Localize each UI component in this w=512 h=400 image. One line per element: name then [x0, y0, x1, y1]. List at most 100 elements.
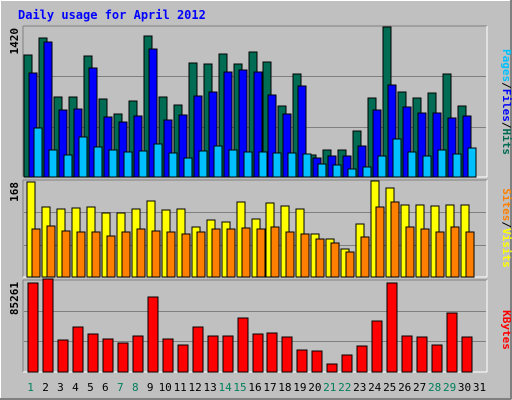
bar-kbytes-day-30 [461, 336, 473, 373]
bar-files-day-13 [208, 91, 218, 178]
legend-hits: Hits [500, 129, 512, 156]
bar-pages-day-11 [183, 157, 193, 178]
bar-pages-day-5 [93, 146, 103, 178]
bar-files-day-10 [163, 119, 173, 178]
bar-sites-day-1 [31, 228, 41, 278]
bar-pages-day-26 [407, 151, 417, 178]
bar-sites-day-20 [315, 238, 325, 278]
bar-sites-day-14 [226, 228, 236, 278]
bar-sites-day-4 [76, 231, 86, 278]
bar-kbytes-day-12 [192, 326, 204, 373]
bar-files-day-30 [462, 115, 472, 178]
bar-pages-day-18 [287, 152, 297, 178]
x-tick-label-day-1: 1 [27, 381, 34, 394]
x-tick-label-day-19: 19 [293, 381, 306, 394]
bar-kbytes-day-1 [27, 282, 39, 373]
bar-kbytes-day-14 [222, 335, 234, 373]
bar-pages-day-3 [63, 154, 73, 178]
legend-top: Pages/Files/Hits [500, 49, 512, 155]
x-tick-label-day-9: 9 [147, 381, 154, 394]
bar-files-day-8 [133, 115, 143, 178]
svg-text:KBytes: KBytes [500, 310, 512, 350]
bar-pages-day-13 [213, 145, 223, 178]
x-tick-label-day-18: 18 [278, 381, 291, 394]
svg-text:Pages/Files/Hits: Pages/Files/Hits [500, 49, 512, 155]
bar-kbytes-day-13 [207, 335, 219, 373]
x-tick-label-day-16: 16 [248, 381, 261, 394]
bar-files-day-1 [28, 72, 38, 178]
x-tick-label-day-4: 4 [72, 381, 79, 394]
x-tick-label-day-7: 7 [117, 381, 124, 394]
bar-files-day-23 [357, 145, 367, 178]
x-axis-day-labels: 1 2 3 4 5 6 7 8 9 10 11 12 13 14 15 16 17 18 19 20 21 22 23 24 2… [27, 381, 486, 394]
x-tick-label-day-28: 28 [428, 381, 441, 394]
panel-visits-sites: 168 [8, 179, 488, 278]
bar-sites-day-5 [91, 231, 101, 278]
bar-files-day-2 [43, 41, 53, 178]
bar-sites-day-13 [211, 228, 221, 278]
x-tick-label-day-10: 10 [159, 381, 172, 394]
bar-files-day-25 [387, 84, 397, 178]
bar-sites-day-22 [345, 251, 355, 278]
x-tick-label-day-13: 13 [203, 381, 216, 394]
x-tick-label-day-2: 2 [42, 381, 49, 394]
x-tick-label-day-6: 6 [102, 381, 109, 394]
bar-files-day-26 [402, 106, 412, 178]
panel-hits-files-pages: 1420 [8, 25, 488, 178]
x-tick-label-day-29: 29 [443, 381, 456, 394]
bar-kbytes-day-27 [416, 336, 428, 373]
legend-sep-2: / [500, 122, 512, 129]
bar-kbytes-day-6 [102, 338, 114, 373]
bar-files-day-22 [342, 155, 352, 178]
bar-files-day-15 [238, 69, 248, 178]
bar-sites-day-28 [435, 231, 445, 278]
x-tick-label-day-5: 5 [87, 381, 94, 394]
bar-pages-day-24 [377, 155, 387, 178]
chart-title: Daily usage for April 2012 [18, 8, 206, 22]
x-tick-label-day-11: 11 [174, 381, 187, 394]
bar-kbytes-day-18 [281, 336, 293, 373]
x-tick-label-day-12: 12 [188, 381, 201, 394]
bar-sites-day-18 [285, 231, 295, 278]
bar-pages-day-29 [452, 153, 462, 178]
bar-files-day-17 [267, 94, 277, 178]
bar-pages-day-6 [108, 149, 118, 178]
bar-sites-day-17 [270, 226, 280, 278]
bar-kbytes-day-17 [266, 332, 278, 373]
bar-kbytes-day-28 [431, 344, 443, 373]
bar-kbytes-day-22 [341, 354, 353, 373]
bar-kbytes-day-24 [371, 320, 383, 373]
bar-kbytes-day-8 [132, 335, 144, 373]
y-max-label-visits-sites: 168 [8, 182, 21, 202]
legend-bottom: KBytes [500, 310, 512, 350]
bar-sites-day-6 [106, 235, 116, 278]
bar-kbytes-day-20 [311, 350, 323, 373]
panels: 1420 168 85261 [8, 25, 488, 373]
bar-pages-day-21 [332, 164, 342, 178]
x-tick-label-day-30: 30 [458, 381, 471, 394]
bar-sites-day-30 [465, 231, 475, 278]
bar-kbytes-day-23 [356, 345, 368, 373]
x-tick-label-day-26: 26 [398, 381, 411, 394]
x-tick-label-day-22: 22 [338, 381, 351, 394]
bar-kbytes-day-5 [87, 333, 99, 373]
y-max-label-hits-files-pages: 1420 [8, 28, 21, 55]
bar-pages-day-14 [228, 149, 238, 178]
bar-pages-day-15 [243, 151, 253, 178]
bar-kbytes-day-11 [177, 344, 189, 373]
bar-pages-day-1 [33, 127, 43, 178]
x-tick-label-day-21: 21 [323, 381, 336, 394]
bar-sites-day-19 [300, 233, 310, 278]
x-tick-label-day-14: 14 [218, 381, 232, 394]
bar-pages-day-30 [467, 147, 477, 178]
bar-sites-day-24 [375, 206, 385, 278]
bar-files-day-16 [253, 71, 263, 178]
bar-kbytes-day-21 [326, 363, 338, 373]
y-max-label-kbytes: 85261 [8, 282, 21, 315]
bar-sites-day-7 [121, 231, 131, 278]
bar-pages-day-8 [138, 150, 148, 178]
bar-pages-day-16 [258, 151, 268, 178]
legend-sites: Sites [500, 188, 512, 221]
bar-files-day-6 [103, 116, 113, 178]
